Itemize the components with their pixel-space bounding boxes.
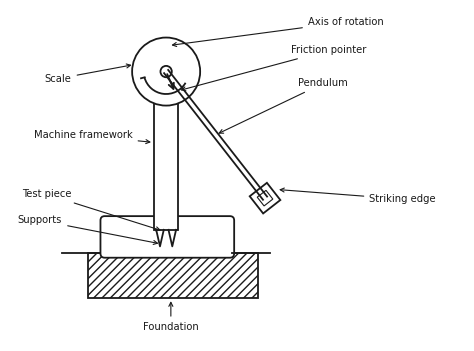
Text: Test piece: Test piece (22, 190, 160, 231)
Text: Machine framework: Machine framework (34, 130, 150, 144)
Circle shape (161, 66, 172, 77)
Text: Foundation: Foundation (143, 302, 199, 332)
FancyBboxPatch shape (100, 216, 234, 258)
Text: Scale: Scale (45, 64, 130, 84)
Text: Friction pointer: Friction pointer (182, 45, 367, 91)
Text: Striking edge: Striking edge (280, 188, 436, 204)
Bar (154, 72, 178, 230)
Text: Supports: Supports (18, 216, 157, 244)
Polygon shape (257, 190, 273, 206)
Text: Pendulum: Pendulum (219, 78, 348, 133)
Text: Axis of rotation: Axis of rotation (173, 17, 383, 46)
Circle shape (132, 38, 200, 106)
Polygon shape (250, 183, 280, 213)
Polygon shape (88, 253, 258, 298)
